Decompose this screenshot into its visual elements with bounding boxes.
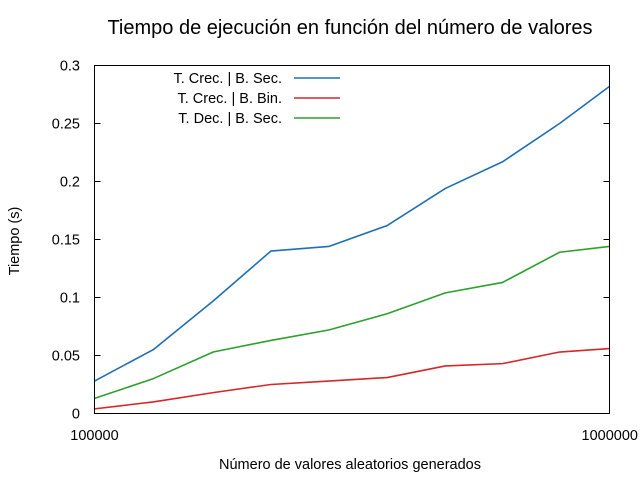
axis-ticks: 0 0.05 0.1 0.15 0.2 0.25 0.3 100000 1000000 [52, 59, 638, 445]
legend-label: T. Crec. | B. Bin. [178, 91, 283, 107]
y-tick-label: 0.15 [52, 233, 80, 249]
chart-title: Tiempo de ejecución en función del númer… [107, 17, 592, 39]
plot-frame [94, 65, 610, 414]
series-layer [94, 85, 610, 410]
legend-label: T. Crec. | B. Sec. [173, 71, 282, 87]
legend: T. Crec. | B. Sec. T. Crec. | B. Bin. T. D… [173, 71, 340, 127]
y-tick-label: 0 [72, 407, 80, 423]
x-tick-label: 100000 [70, 428, 118, 444]
y-axis-label: Tiempo (s) [7, 207, 23, 276]
legend-label: T. Dec. | B. Sec. [178, 111, 282, 127]
series-line-1 [94, 85, 610, 382]
x-axis-label: Número de valores aleatorios generados [219, 457, 481, 473]
y-tick-label: 0.05 [52, 349, 80, 365]
series-line-3 [94, 245, 610, 400]
y-tick-label: 0.2 [60, 175, 80, 191]
x-tick-label: 1000000 [582, 428, 638, 444]
y-tick-label: 0.1 [60, 291, 80, 307]
y-tick-label: 0.3 [60, 59, 80, 75]
series-line-2 [94, 347, 610, 410]
y-tick-label: 0.25 [52, 117, 80, 133]
